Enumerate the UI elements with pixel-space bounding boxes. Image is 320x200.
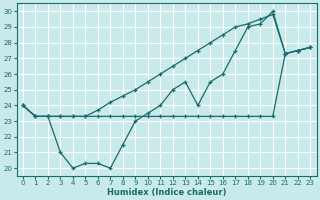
X-axis label: Humidex (Indice chaleur): Humidex (Indice chaleur) [107, 188, 226, 197]
